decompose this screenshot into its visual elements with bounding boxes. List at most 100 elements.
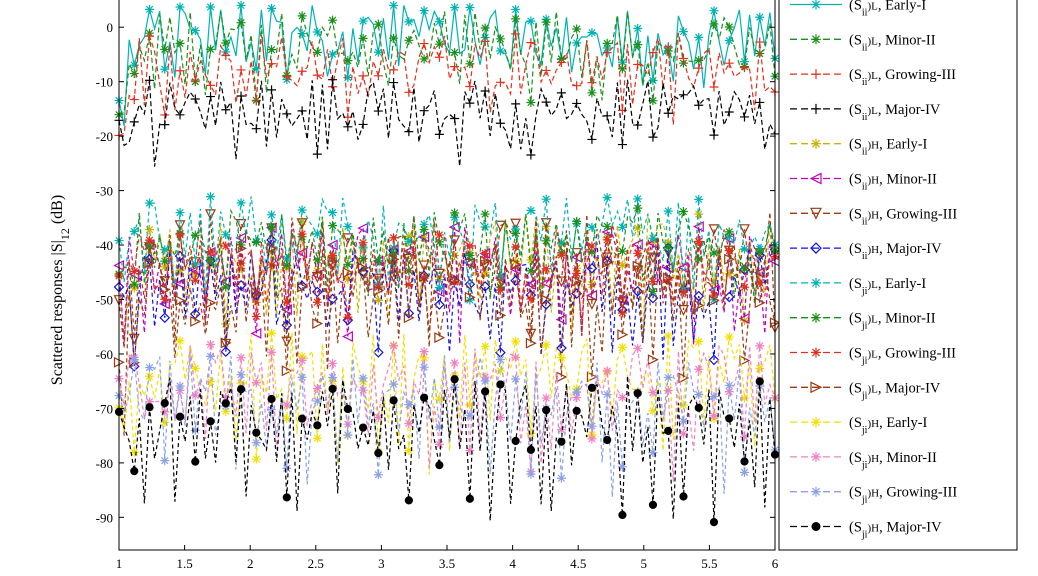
legend-label-sub: ii bbox=[862, 181, 868, 192]
series-marker bbox=[526, 16, 536, 26]
legend-marker bbox=[811, 138, 821, 149]
series-marker bbox=[541, 17, 551, 27]
series-marker bbox=[389, 78, 399, 88]
series-marker bbox=[357, 266, 369, 278]
legend-label-prefix: (S bbox=[849, 32, 862, 48]
series-marker bbox=[297, 229, 307, 239]
legend-label-sub: ji bbox=[861, 529, 868, 540]
series-marker bbox=[587, 88, 597, 98]
series-marker bbox=[434, 422, 444, 432]
series-marker bbox=[221, 105, 231, 115]
legend-label: (Sji)L, Major-IV bbox=[849, 380, 941, 401]
legend-label-tag: )H bbox=[867, 175, 879, 187]
x-tick-label: 4 bbox=[509, 556, 516, 571]
series-marker bbox=[297, 414, 307, 423]
series-marker bbox=[603, 435, 612, 445]
series-marker bbox=[419, 353, 429, 363]
legend-label-tag: )L bbox=[867, 383, 878, 395]
series-marker bbox=[175, 381, 185, 391]
x-tick-label: 2 bbox=[247, 556, 254, 571]
series-marker bbox=[496, 380, 505, 389]
legend-label-tag: )L bbox=[867, 35, 878, 47]
series-marker bbox=[418, 260, 430, 272]
series-marker bbox=[617, 260, 627, 270]
series-marker bbox=[740, 457, 749, 466]
series-marker bbox=[328, 75, 338, 85]
series-marker bbox=[572, 263, 582, 273]
series-marker bbox=[191, 457, 200, 466]
series-marker bbox=[739, 355, 751, 367]
series-marker bbox=[297, 205, 307, 215]
series-marker bbox=[175, 38, 185, 48]
series-marker bbox=[129, 447, 139, 457]
series-marker bbox=[267, 328, 277, 338]
series-marker bbox=[556, 238, 566, 248]
series-marker bbox=[633, 59, 643, 69]
series-marker bbox=[511, 99, 521, 109]
series-marker bbox=[617, 342, 627, 352]
legend-entry-16: (Sji)H, Major-IV bbox=[790, 520, 942, 541]
series-marker bbox=[372, 273, 384, 285]
series-marker bbox=[389, 0, 399, 10]
series-marker bbox=[572, 268, 582, 278]
series-marker bbox=[374, 449, 383, 458]
series-marker bbox=[129, 355, 139, 365]
series-marker bbox=[617, 246, 627, 256]
legend-label-tag: )L bbox=[867, 70, 878, 82]
series-marker bbox=[328, 221, 338, 231]
series-marker bbox=[175, 66, 185, 76]
series-line-14 bbox=[118, 344, 776, 482]
series-marker bbox=[755, 377, 764, 386]
series-marker bbox=[128, 333, 140, 345]
series-marker bbox=[754, 297, 766, 309]
series-marker bbox=[572, 24, 582, 34]
series-marker bbox=[190, 270, 200, 280]
series-marker bbox=[602, 111, 612, 121]
legend-label-prefix: (S bbox=[849, 137, 862, 153]
series-marker bbox=[525, 337, 537, 349]
legend-label: (Sji)H, Major-IV bbox=[849, 520, 942, 541]
series-marker bbox=[495, 77, 505, 87]
series-marker bbox=[664, 426, 673, 436]
legend-marker bbox=[810, 381, 823, 394]
series-marker bbox=[542, 406, 551, 415]
legend-label: (Sji)H, Growing-III bbox=[849, 485, 957, 506]
series-marker bbox=[450, 375, 459, 384]
series-marker bbox=[694, 100, 704, 110]
legend-entry-12: (Sji)L, Major-IV bbox=[790, 380, 941, 401]
series-marker bbox=[526, 266, 536, 276]
legend-entry-2: (Sii)L, Minor-II bbox=[790, 32, 936, 53]
series-marker bbox=[511, 436, 520, 446]
series-marker bbox=[328, 15, 338, 25]
series-marker bbox=[648, 233, 658, 243]
series-marker bbox=[648, 448, 658, 458]
series-marker bbox=[481, 387, 490, 396]
series-marker bbox=[312, 318, 324, 330]
legend-label: (Sji)H, Early-I bbox=[849, 415, 928, 436]
series-marker bbox=[633, 203, 643, 213]
series-marker bbox=[480, 36, 490, 46]
series-marker bbox=[389, 379, 399, 389]
series-marker bbox=[694, 389, 704, 399]
series-marker bbox=[724, 269, 734, 279]
series-marker bbox=[556, 250, 566, 260]
series-marker bbox=[663, 372, 673, 382]
series-line-16 bbox=[118, 375, 776, 523]
legend-label: (Sii)L, Minor-II bbox=[849, 32, 936, 53]
y-tick-label: -30 bbox=[96, 184, 113, 199]
series-marker bbox=[129, 117, 139, 127]
series-marker bbox=[403, 312, 415, 324]
series-marker bbox=[221, 51, 231, 61]
series-marker bbox=[433, 268, 445, 280]
series-marker bbox=[312, 433, 322, 443]
series-marker bbox=[373, 347, 384, 358]
series-marker bbox=[678, 90, 688, 100]
series-marker bbox=[709, 392, 719, 402]
series-marker bbox=[175, 336, 185, 346]
legend-label: (Sii)H, Minor-II bbox=[849, 172, 937, 193]
series-marker bbox=[739, 224, 750, 236]
series-marker bbox=[128, 361, 140, 372]
series-marker bbox=[465, 250, 475, 260]
legend-label-name: , Major-IV bbox=[879, 241, 942, 257]
series-marker bbox=[572, 406, 581, 415]
